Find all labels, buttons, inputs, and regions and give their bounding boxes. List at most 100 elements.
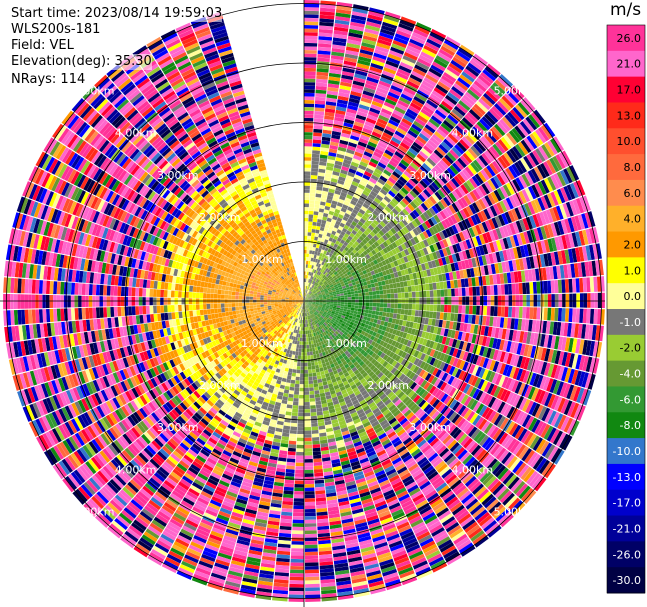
velocity-gate — [376, 344, 383, 351]
velocity-gate — [310, 293, 314, 297]
velocity-gate — [370, 174, 379, 182]
velocity-gate — [323, 227, 329, 233]
velocity-gate — [419, 248, 426, 257]
velocity-gate — [429, 325, 435, 334]
velocity-gate — [443, 304, 448, 313]
velocity-gate — [373, 259, 379, 265]
velocity-gate — [473, 447, 484, 459]
velocity-gate — [406, 315, 412, 322]
velocity-gate — [455, 270, 461, 280]
velocity-gate — [312, 372, 317, 377]
velocity-gate — [486, 424, 497, 437]
velocity-gate — [281, 508, 293, 513]
velocity-gate — [405, 387, 413, 396]
velocity-gate — [582, 277, 587, 293]
velocity-gate — [304, 555, 319, 560]
velocity-gate — [466, 88, 480, 101]
velocity-gate — [424, 102, 437, 112]
velocity-gate — [322, 126, 333, 131]
velocity-gate — [471, 126, 483, 138]
velocity-gate — [445, 206, 454, 216]
velocity-gate — [530, 345, 537, 359]
velocity-gate — [304, 246, 307, 250]
velocity-gate — [307, 232, 312, 236]
velocity-gate — [455, 233, 462, 243]
velocity-gate — [361, 335, 367, 341]
velocity-gate — [570, 402, 580, 418]
velocity-gate — [441, 220, 449, 229]
velocity-gate — [337, 313, 342, 318]
velocity-gate — [447, 91, 460, 103]
velocity-gate — [480, 95, 494, 108]
velocity-gate — [304, 164, 312, 168]
velocity-gate — [509, 148, 520, 161]
velocity-gate — [522, 370, 530, 384]
velocity-gate — [520, 356, 527, 369]
velocity-gate — [476, 488, 489, 501]
velocity-gate — [338, 176, 346, 182]
velocity-gate — [375, 232, 382, 239]
velocity-gate — [490, 306, 495, 316]
velocity-gate — [399, 200, 407, 208]
velocity-gate — [368, 193, 376, 201]
velocity-gate — [515, 330, 521, 343]
velocity-gate — [552, 321, 558, 335]
velocity-gate — [322, 299, 327, 301]
velocity-gate — [405, 224, 413, 232]
velocity-gate — [322, 274, 326, 279]
velocity-gate — [341, 313, 346, 317]
velocity-gate — [512, 194, 521, 207]
velocity-gate — [376, 118, 388, 126]
velocity-gate — [293, 362, 298, 366]
velocity-gate — [495, 447, 507, 460]
velocity-gate — [542, 320, 548, 334]
velocity-gate — [550, 191, 559, 206]
velocity-gate — [509, 500, 523, 514]
velocity-gate — [382, 354, 389, 361]
velocity-gate — [424, 41, 440, 52]
velocity-gate — [533, 360, 541, 373]
velocity-gate — [316, 222, 322, 227]
velocity-gate — [319, 316, 324, 320]
velocity-gate — [491, 327, 497, 338]
velocity-gate — [543, 334, 550, 348]
velocity-gate — [449, 164, 459, 175]
velocity-gate — [415, 386, 423, 395]
velocity-gate — [398, 144, 408, 153]
velocity-gate — [325, 294, 330, 297]
velocity-gate — [434, 203, 443, 212]
velocity-gate — [343, 200, 350, 207]
velocity-gate — [409, 38, 424, 48]
velocity-gate — [498, 328, 504, 339]
velocity-gate — [458, 287, 463, 297]
velocity-gate — [566, 184, 576, 200]
velocity-gate — [424, 276, 429, 284]
velocity-gate — [420, 213, 428, 222]
velocity-gate — [380, 320, 385, 326]
velocity-gate — [560, 219, 568, 234]
velocity-gate — [417, 57, 432, 68]
velocity-gate — [305, 587, 320, 592]
velocity-gate — [411, 70, 425, 80]
velocity-gate — [384, 379, 392, 386]
velocity-gate — [400, 250, 407, 258]
velocity-gate — [352, 267, 358, 272]
velocity-gate — [297, 362, 301, 367]
velocity-gate — [312, 298, 316, 300]
velocity-gate — [408, 334, 415, 342]
velocity-gate — [353, 193, 361, 200]
velocity-gate — [482, 346, 489, 358]
velocity-gate — [411, 309, 416, 316]
velocity-gate — [409, 382, 418, 390]
velocity-gate — [455, 339, 461, 349]
velocity-gate — [314, 390, 320, 395]
velocity-gate — [338, 198, 345, 204]
velocity-gate — [406, 247, 413, 255]
velocity-gate — [377, 371, 384, 379]
velocity-gate — [313, 291, 317, 294]
velocity-gate — [456, 173, 466, 184]
velocity-gate — [451, 146, 462, 157]
velocity-gate — [447, 288, 452, 297]
velocity-gate — [315, 500, 327, 506]
velocity-gate — [495, 228, 503, 240]
